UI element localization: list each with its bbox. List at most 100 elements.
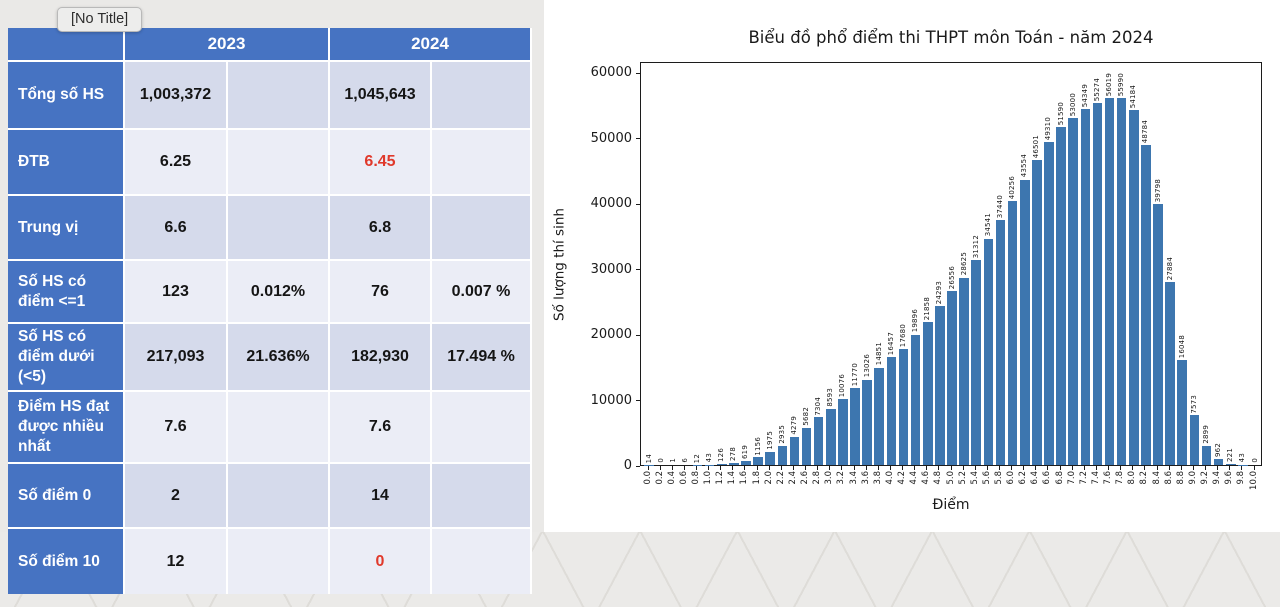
bar (801, 427, 812, 465)
x-tick-mark (974, 466, 976, 470)
table-cell: 2 (125, 464, 226, 527)
bar-value-label: 31312 (971, 234, 980, 258)
bar (1213, 458, 1224, 465)
x-tick-mark (1132, 466, 1134, 470)
x-tick-mark (1011, 466, 1013, 470)
bar (947, 291, 957, 465)
bar (850, 387, 860, 465)
table-cell: 6.45 (330, 130, 430, 194)
x-tick-label: 8.0 (1127, 471, 1138, 485)
x-tick-label: 7.8 (1115, 471, 1126, 485)
x-tick-mark (853, 466, 855, 470)
bar-value-label: 53000 (1068, 92, 1077, 116)
y-tick-label: 10000 (590, 392, 632, 408)
row-label: Số HS có điểm dưới (<5) (8, 324, 123, 390)
x-tick-mark (768, 466, 770, 470)
x-tick-label: 4.2 (897, 471, 908, 485)
x-tick-mark (877, 466, 879, 470)
x-tick-mark (732, 466, 734, 470)
x-tick-mark (914, 466, 916, 470)
bar-value-label: 6 (680, 458, 689, 463)
table-cell: 0.012% (228, 261, 328, 322)
bar-value-label: 16048 (1177, 334, 1186, 358)
x-tick-label: 6.6 (1042, 471, 1053, 485)
table-cell: 17.494 % (432, 324, 530, 390)
table-cell: 0 (330, 529, 430, 594)
table-cell (432, 62, 530, 128)
table-cell: 21.636% (228, 324, 328, 390)
table-cell: 0.007 % (432, 261, 530, 322)
row-label: Số điểm 0 (8, 464, 123, 527)
x-tick-label: 4.8 (933, 471, 944, 485)
x-tick-mark (805, 466, 807, 470)
x-tick-label: 5.0 (945, 471, 956, 485)
table-cell (228, 130, 328, 194)
table-cell (432, 464, 530, 527)
x-tick-label: 6.0 (1006, 471, 1017, 485)
table-cell: 6.6 (125, 196, 226, 259)
bar (826, 408, 836, 465)
bar-value-label: 34541 (983, 213, 992, 237)
x-tick-mark (695, 466, 697, 470)
bar-value-label: 14 (644, 453, 653, 463)
x-tick-mark (926, 466, 928, 470)
bar-value-label: 27884 (1165, 257, 1174, 281)
x-tick-mark (683, 466, 685, 470)
bar (874, 367, 885, 465)
bar-value-label: 26556 (947, 265, 956, 290)
bar-value-label: 54349 (1080, 83, 1089, 108)
x-tick-label: 1.4 (727, 471, 738, 485)
bar-value-label: 17680 (899, 323, 908, 348)
x-tick-label: 3.8 (872, 471, 883, 485)
bar-value-label: 40256 (1008, 176, 1017, 200)
bar-value-label: 16457 (886, 331, 895, 356)
x-tick-mark (1253, 466, 1255, 470)
x-tick-label: 1.0 (703, 471, 714, 485)
bar (789, 436, 800, 465)
bar-value-label: 55274 (1092, 77, 1101, 101)
x-tick-label: 5.4 (969, 471, 980, 485)
x-tick-label: 3.0 (824, 471, 835, 485)
table-cell: 76 (330, 261, 430, 322)
bar-value-label: 221 (1226, 447, 1235, 462)
x-tick-mark (1241, 466, 1243, 470)
table-cell (228, 529, 328, 594)
x-tick-mark (1180, 466, 1182, 470)
bar (1032, 160, 1042, 465)
bar-value-label: 1975 (765, 431, 774, 451)
x-tick-label: 9.2 (1200, 471, 1211, 485)
bar-value-label: 54184 (1129, 84, 1138, 109)
x-tick-label: 5.8 (993, 471, 1004, 485)
bar-value-label: 0 (1250, 458, 1259, 463)
bar (716, 464, 727, 465)
no-title-tooltip: [No Title] (57, 7, 143, 32)
row-label: ĐTB (8, 130, 123, 194)
bar-value-label: 48784 (1141, 120, 1150, 144)
col-header-2023: 2023 (125, 28, 328, 60)
x-tick-label: 8.8 (1175, 471, 1186, 485)
x-tick-label: 8.2 (1139, 471, 1150, 485)
bar-value-label: 8593 (826, 388, 835, 407)
x-tick-mark (659, 466, 661, 470)
bar (1201, 446, 1212, 465)
bar-value-label: 962 (1214, 442, 1223, 457)
x-tick-mark (1156, 466, 1158, 470)
bar (1007, 201, 1018, 465)
bar-value-label: 43 (705, 453, 714, 463)
x-tick-label: 7.4 (1090, 471, 1101, 485)
bar-value-label: 7573 (1189, 394, 1198, 414)
row-label: Điểm HS đạt được nhiều nhất (8, 392, 123, 462)
x-tick-mark (986, 466, 988, 470)
table-cell (432, 392, 530, 462)
bar (741, 460, 751, 465)
row-label: Trung vị (8, 196, 123, 259)
x-tick-mark (841, 466, 843, 470)
x-tick-mark (865, 466, 867, 470)
x-tick-label: 8.4 (1151, 471, 1162, 485)
y-tick-mark (636, 465, 640, 467)
x-tick-label: 9.0 (1187, 471, 1198, 485)
bar-value-label: 55990 (1117, 72, 1126, 97)
x-tick-label: 8.6 (1163, 471, 1174, 485)
table-cell: 6.25 (125, 130, 226, 194)
